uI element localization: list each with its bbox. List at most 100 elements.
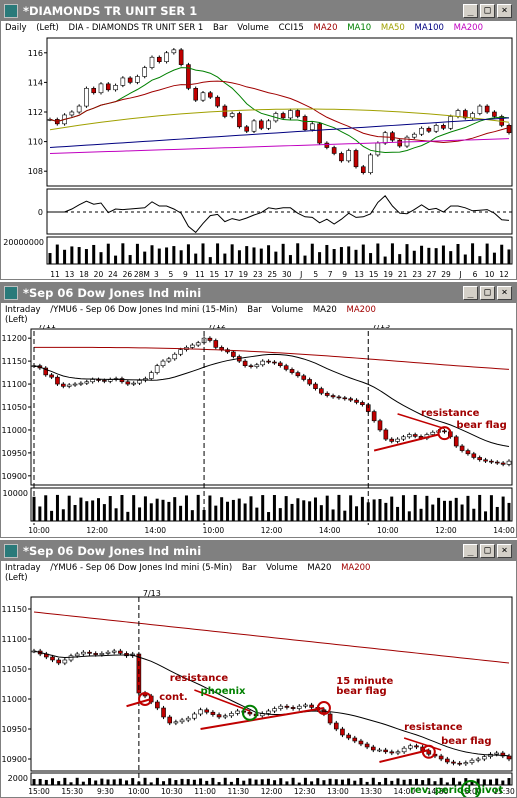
volume-bar [489,495,493,521]
close-button[interactable]: × [497,4,512,18]
volume-bar [501,780,505,785]
minimize-button[interactable]: _ [463,286,478,300]
candle [195,342,201,346]
volume-bar [106,779,110,785]
volume-frame [30,487,513,522]
candle [288,110,293,119]
ym-5min-chart[interactable]: 10900 10950 11000 11050 11100 11150 7/13 cont. r… [1,583,516,797]
symbol-label: /YMU6 - Sep 06 Dow Jones Ind mini (15-Mi… [50,305,238,315]
chart-window-icon[interactable] [4,286,18,300]
volume-bar [302,500,306,521]
volume-bar [77,247,81,264]
resistance-arrow [397,413,445,430]
volume-bar [126,511,130,521]
window-titlebar[interactable]: *DIAMONDS TR UNIT SER 1 _ □ × [1,1,516,21]
x-tick-label: 6 [473,270,478,279]
volume-bar [278,508,282,521]
volume-bar [347,778,351,785]
candle [295,110,301,117]
volume-bar [73,504,77,521]
ma50-line [49,108,510,131]
minimize-button[interactable]: _ [463,4,478,18]
volume-bar [325,495,329,521]
cont-circle [138,692,153,706]
x-tick-label: 12:30 [294,787,316,796]
legend-ma200: MA200 [346,305,376,315]
window-titlebar[interactable]: *Sep 06 Dow Jones Ind mini _ □ × [1,541,516,561]
volume-bar [343,510,347,521]
volume-bar [242,780,246,785]
candle [411,133,417,138]
ym-15min-chart[interactable]: 10900 10950 11000 11050 11100 11150 11200 7/11 7… [1,325,516,537]
maximize-button[interactable]: □ [480,544,495,558]
volume-label: Volume [271,305,304,315]
volume-bar [161,499,165,521]
volume-bar [211,777,215,785]
candle [301,375,307,380]
candle [219,347,224,350]
volume-bar [81,781,85,785]
volume-bar [371,777,375,785]
type-label: Bar [247,305,262,315]
volume-bar [186,244,190,264]
volume-bar [106,243,110,264]
volume-bar [439,777,443,785]
volume-bar [390,496,394,521]
candle [303,704,308,707]
minimize-button[interactable]: _ [463,544,478,558]
candle [395,438,400,442]
x-tick-label: 19 [383,270,393,279]
volume-bar [143,777,147,785]
volume-bar [261,495,265,521]
candle [277,362,283,367]
volume-bar [91,500,95,521]
candle [166,358,172,362]
x-tick-label: 14:00 [319,526,341,535]
close-button[interactable]: × [497,286,512,300]
candle [360,166,366,173]
volume-bar [273,780,277,785]
candle [455,110,461,117]
chart-window-icon[interactable] [4,4,18,18]
support-trendline [200,707,325,730]
legend-ma20: MA20 [307,563,332,573]
legend-ma20: MA20 [312,305,337,315]
window-titlebar[interactable]: *Sep 06 Dow Jones Ind mini _ □ × [1,283,516,303]
plot-frame [30,596,513,772]
volume-bar [488,779,492,785]
close-button[interactable]: × [497,544,512,558]
volume-bar [442,500,446,521]
y-tick-label: 11100 [2,380,27,389]
candle [260,360,266,366]
volume-bar [318,252,322,264]
y-tick-label: 11000 [2,695,27,704]
volume-bar [448,500,452,521]
candle [278,705,284,709]
candle [401,436,406,440]
candle [383,749,388,753]
pivot-circle [460,780,481,797]
volume-bar [291,777,295,785]
candle [254,364,260,367]
y-tick-label: 116 [28,49,43,58]
volume-bar [230,244,234,264]
candle [290,707,296,709]
legend-ma200: MA200 [341,563,371,573]
volume-bar [485,243,489,264]
volume-bar [231,499,235,521]
volume-bar [359,777,363,785]
chart-window-icon[interactable] [4,544,18,558]
volume-bar [484,511,488,521]
maximize-button[interactable]: □ [480,286,495,300]
maximize-button[interactable]: □ [480,4,495,18]
volume-bar [267,245,271,264]
candle [200,92,206,101]
y-tick-label: 11150 [2,605,27,614]
candle [61,383,66,387]
x-tick-label: 11:30 [227,787,249,796]
candle [319,388,324,394]
candle [258,120,264,129]
volume-bar [355,506,359,521]
volume-bar [384,777,388,785]
